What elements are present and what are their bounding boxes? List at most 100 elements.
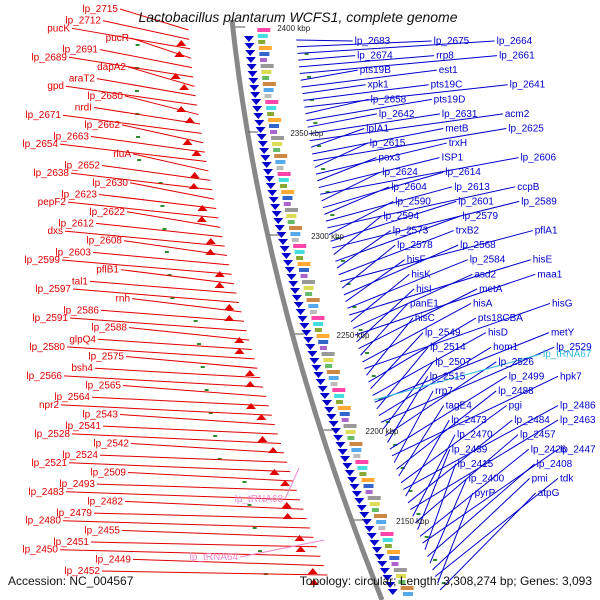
gene-label-forward[interactable]: lp_2642 [379,109,415,120]
gene-label-reverse[interactable]: tal1 [72,276,89,287]
gene-label-reverse[interactable]: lp_2575 [88,352,124,363]
gene-label-reverse[interactable]: npr2 [39,400,59,411]
gene-label-forward[interactable]: lp_2439 [452,444,488,455]
gene-label-reverse[interactable]: gpd [47,81,64,92]
gene-label-reverse[interactable]: lp_2588 [91,323,127,334]
gene-label-forward[interactable]: lp_2604 [391,182,427,193]
gene-label-reverse[interactable]: lp_2482 [87,496,123,507]
gene-label-reverse[interactable]: lp_2528 [34,429,70,440]
gene-label-reverse[interactable]: lp_2622 [89,207,125,218]
gene-label-reverse[interactable]: lp_2597 [35,284,71,295]
gene-label-forward[interactable]: lp_2601 [458,196,494,207]
gene-label-reverse[interactable]: lp_2715 [82,4,118,15]
gene-label-forward[interactable]: asd2 [474,269,496,280]
gene-label-forward[interactable]: pox3 [378,153,400,164]
gene-label-forward[interactable]: hisG [552,298,573,309]
gene-label-forward[interactable]: tagE4 [446,401,473,412]
gene-label-reverse[interactable]: lp_2449 [95,554,131,565]
gene-label-forward[interactable]: lp_2400 [469,473,505,484]
gene-label-reverse[interactable]: lp_2654 [22,139,58,150]
gene-label-reverse[interactable]: lp_2521 [31,458,67,469]
gene-label-forward[interactable]: lp_2426 [531,444,567,455]
gene-label-forward[interactable]: lp_2507 [435,357,471,368]
gene-label-forward[interactable]: acm2 [505,109,530,120]
gene-label-forward[interactable]: lp_2568 [460,240,496,251]
gene-label-forward[interactable]: ISP1 [441,153,463,164]
trna-label[interactable]: lp_tRNA67 [543,349,592,360]
gene-label-reverse[interactable]: lp_2652 [64,160,100,171]
gene-label-reverse[interactable]: lp_2712 [65,16,101,27]
gene-label-reverse[interactable]: lp_2630 [92,178,128,189]
gene-label-reverse[interactable]: lp_2612 [58,218,94,229]
gene-label-reverse[interactable]: lp_2480 [25,516,61,527]
gene-label-reverse[interactable]: pucK [47,23,70,34]
gene-label-reverse[interactable]: lp_2689 [31,52,67,63]
gene-label-reverse[interactable]: lp_2680 [87,91,123,102]
gene-label-forward[interactable]: lp_2526 [498,357,534,368]
gene-label-reverse[interactable]: pucR [106,33,129,44]
gene-label-reverse[interactable]: lp_2493 [59,479,95,490]
gene-label-forward[interactable]: lp_2514 [430,342,466,353]
gene-label-reverse[interactable]: lp_2580 [29,342,65,353]
gene-label-reverse[interactable]: lp_2599 [24,255,60,266]
gene-label-reverse[interactable]: lp_2541 [65,421,101,432]
gene-label-forward[interactable]: lp_2674 [357,51,393,62]
gene-label-forward[interactable]: lp_2613 [454,182,490,193]
gene-label-forward[interactable]: lp_2683 [355,36,391,47]
gene-label-forward[interactable]: lp_2658 [371,94,407,105]
gene-label-forward[interactable]: pflA1 [535,226,558,237]
gene-label-forward[interactable]: metY [551,328,575,339]
gene-label-forward[interactable]: lp_2415 [458,459,494,470]
trna-label[interactable]: lp_tRNA64 [190,552,239,563]
gene-label-forward[interactable]: lp_2664 [497,36,533,47]
gene-label-forward[interactable]: lp_2488 [498,386,534,397]
gene-label-reverse[interactable]: lp_2638 [33,168,69,179]
gene-label-reverse[interactable]: dxs [47,226,63,237]
gene-label-forward[interactable]: maa1 [537,269,562,280]
gene-label-forward[interactable]: lp_2549 [425,328,461,339]
gene-label-forward[interactable]: hisF [407,255,426,266]
gene-label-reverse[interactable]: lp_2603 [55,247,91,258]
gene-label-forward[interactable]: lp_2473 [451,415,487,426]
gene-label-reverse[interactable]: lp_2591 [32,313,68,324]
gene-label-reverse[interactable]: araT2 [69,74,96,85]
gene-label-reverse[interactable]: lp_2623 [61,189,97,200]
gene-label-forward[interactable]: pts18CBA [478,313,523,324]
gene-label-forward[interactable]: lp_2590 [395,196,431,207]
gene-label-forward[interactable]: atpG [538,488,560,499]
gene-label-forward[interactable]: lp_2515 [430,371,466,382]
trna-label[interactable]: lp_tRNA68 [235,494,284,505]
gene-label-reverse[interactable]: lp_2566 [26,371,62,382]
gene-label-forward[interactable]: hom1 [493,342,518,353]
gene-label-reverse[interactable]: lp_2483 [28,487,64,498]
gene-label-reverse[interactable]: bsh4 [71,363,93,374]
gene-label-forward[interactable]: ccpB [517,182,540,193]
gene-label-forward[interactable]: lp_2499 [509,371,545,382]
gene-label-forward[interactable]: lp_2641 [510,80,546,91]
gene-label-reverse[interactable]: lp_2564 [54,392,90,403]
gene-label-forward[interactable]: pts19D [434,94,466,105]
gene-label-forward[interactable]: lp_2457 [520,430,556,441]
gene-label-reverse[interactable]: lp_2663 [53,132,89,143]
gene-label-forward[interactable]: lp_2573 [393,226,429,237]
gene-label-forward[interactable]: pts19C [431,80,463,91]
gene-label-forward[interactable]: xpk1 [368,80,390,91]
gene-label-forward[interactable]: lp_2578 [397,240,433,251]
gene-label-forward[interactable]: tdk [560,473,574,484]
gene-label-reverse[interactable]: lp_2586 [63,305,99,316]
gene-label-reverse[interactable]: lp_2455 [84,525,120,536]
gene-label-forward[interactable]: lp_2484 [514,415,550,426]
gene-label-reverse[interactable]: lp_2509 [90,467,126,478]
gene-label-forward[interactable]: lp_2470 [457,430,493,441]
gene-label-forward[interactable]: lp_2463 [560,415,596,426]
gene-label-forward[interactable]: lp_2675 [434,36,470,47]
gene-label-forward[interactable]: lp_2594 [383,211,419,222]
gene-label-forward[interactable]: metB [445,123,469,134]
gene-label-reverse[interactable]: lp_2452 [64,566,100,577]
gene-label-forward[interactable]: pts19B [360,65,391,76]
gene-label-forward[interactable]: lp_2661 [499,51,535,62]
gene-label-forward[interactable]: lp_2447 [560,444,596,455]
gene-label-reverse[interactable]: lp_2542 [93,438,129,449]
gene-label-reverse[interactable]: lp_2451 [53,537,89,548]
gene-label-reverse[interactable]: lp_2662 [84,120,120,131]
